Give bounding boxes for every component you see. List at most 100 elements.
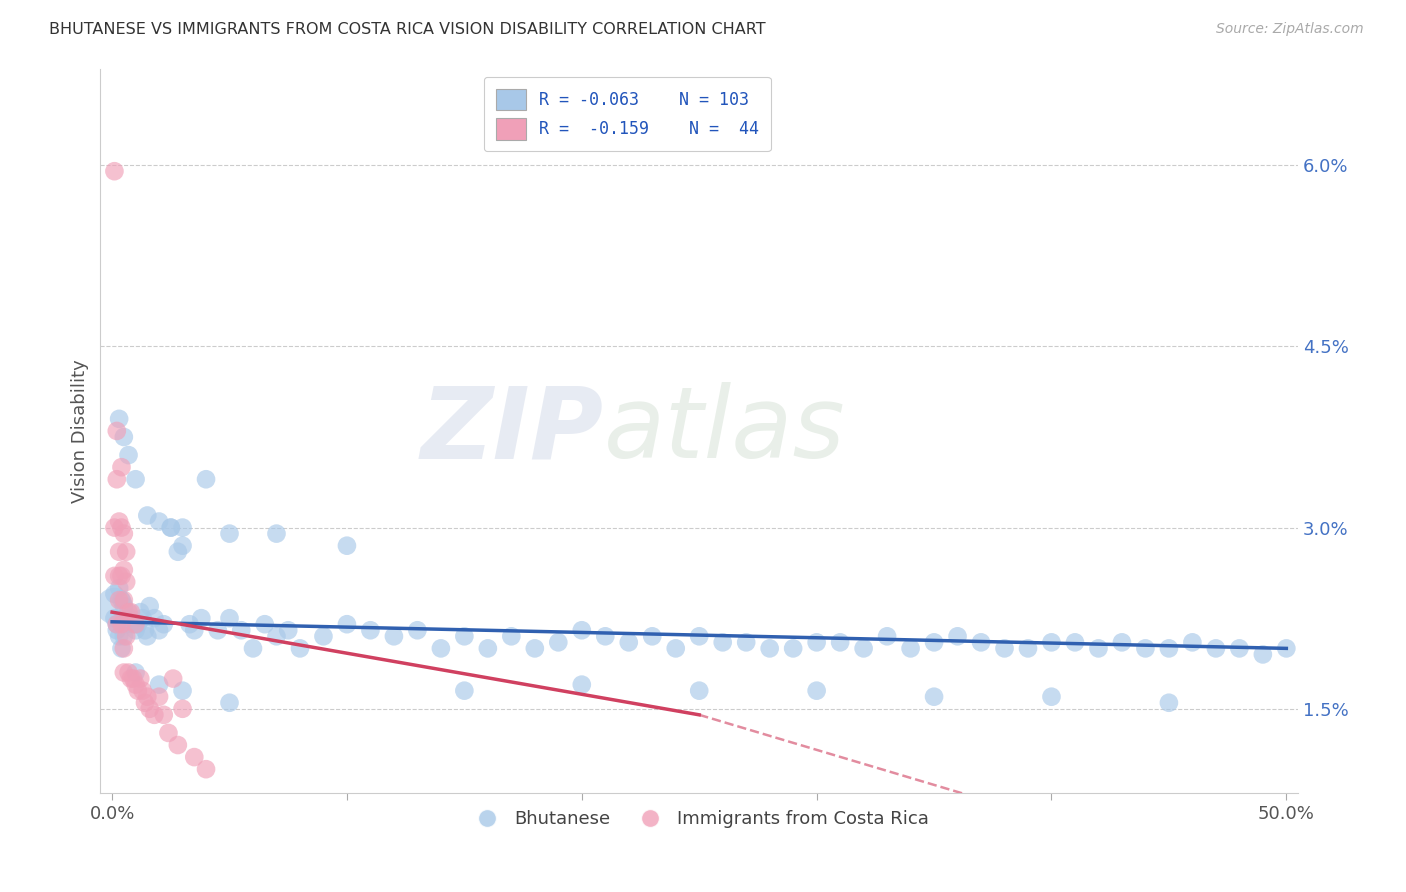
Point: [641, 629, 664, 643]
Point: [134, 624, 156, 638]
Point: [900, 641, 922, 656]
Point: [103, 611, 125, 625]
Point: [336, 539, 359, 553]
Point: [124, 665, 146, 680]
Point: [103, 569, 125, 583]
Point: [179, 617, 201, 632]
Point: [922, 690, 945, 704]
Point: [124, 472, 146, 486]
Point: [406, 624, 429, 638]
Point: [120, 611, 142, 625]
Point: [1181, 635, 1204, 649]
Point: [1017, 641, 1039, 656]
Point: [110, 641, 132, 656]
Point: [112, 641, 135, 656]
Point: [218, 526, 240, 541]
Point: [593, 629, 616, 643]
Point: [105, 617, 128, 632]
Legend: Bhutanese, Immigrants from Costa Rica: Bhutanese, Immigrants from Costa Rica: [463, 803, 936, 835]
Point: [218, 611, 240, 625]
Point: [830, 635, 852, 649]
Point: [112, 526, 135, 541]
Point: [231, 624, 253, 638]
Point: [159, 520, 181, 534]
Point: [129, 672, 152, 686]
Point: [477, 641, 499, 656]
Point: [1064, 635, 1087, 649]
Point: [124, 678, 146, 692]
Point: [253, 617, 276, 632]
Point: [105, 617, 128, 632]
Point: [1275, 641, 1298, 656]
Point: [172, 520, 194, 534]
Point: [103, 599, 125, 613]
Point: [148, 690, 170, 704]
Point: [120, 672, 142, 686]
Point: [166, 545, 188, 559]
Point: [152, 617, 174, 632]
Point: [1157, 696, 1180, 710]
Point: [127, 617, 149, 632]
Point: [172, 683, 194, 698]
Point: [122, 617, 145, 632]
Point: [112, 430, 135, 444]
Point: [162, 672, 184, 686]
Point: [124, 617, 146, 632]
Point: [112, 629, 135, 643]
Point: [782, 641, 804, 656]
Point: [266, 526, 288, 541]
Point: [117, 448, 139, 462]
Point: [117, 611, 139, 625]
Point: [288, 641, 311, 656]
Point: [242, 641, 264, 656]
Point: [108, 629, 131, 643]
Text: ZIP: ZIP: [420, 383, 603, 479]
Point: [806, 635, 828, 649]
Point: [115, 574, 138, 589]
Point: [876, 629, 898, 643]
Point: [110, 460, 132, 475]
Point: [134, 696, 156, 710]
Point: [1227, 641, 1250, 656]
Point: [922, 635, 945, 649]
Point: [157, 726, 180, 740]
Point: [758, 641, 780, 656]
Point: [166, 738, 188, 752]
Point: [735, 635, 758, 649]
Point: [665, 641, 688, 656]
Point: [112, 593, 135, 607]
Point: [136, 629, 159, 643]
Point: [138, 702, 160, 716]
Text: BHUTANESE VS IMMIGRANTS FROM COSTA RICA VISION DISABILITY CORRELATION CHART: BHUTANESE VS IMMIGRANTS FROM COSTA RICA …: [49, 22, 766, 37]
Point: [148, 678, 170, 692]
Point: [172, 702, 194, 716]
Y-axis label: Vision Disability: Vision Disability: [72, 359, 89, 503]
Point: [1111, 635, 1133, 649]
Point: [103, 520, 125, 534]
Point: [1087, 641, 1109, 656]
Point: [571, 678, 593, 692]
Point: [115, 617, 138, 632]
Point: [108, 515, 131, 529]
Point: [117, 605, 139, 619]
Point: [136, 508, 159, 523]
Point: [110, 520, 132, 534]
Point: [1205, 641, 1227, 656]
Point: [1135, 641, 1157, 656]
Point: [453, 629, 475, 643]
Point: [131, 611, 153, 625]
Point: [122, 672, 145, 686]
Point: [266, 629, 288, 643]
Point: [136, 690, 159, 704]
Point: [120, 605, 142, 619]
Point: [547, 635, 569, 649]
Point: [127, 683, 149, 698]
Point: [277, 624, 299, 638]
Point: [112, 665, 135, 680]
Point: [131, 683, 153, 698]
Point: [110, 593, 132, 607]
Point: [110, 617, 132, 632]
Point: [115, 629, 138, 643]
Point: [688, 683, 710, 698]
Point: [1040, 635, 1063, 649]
